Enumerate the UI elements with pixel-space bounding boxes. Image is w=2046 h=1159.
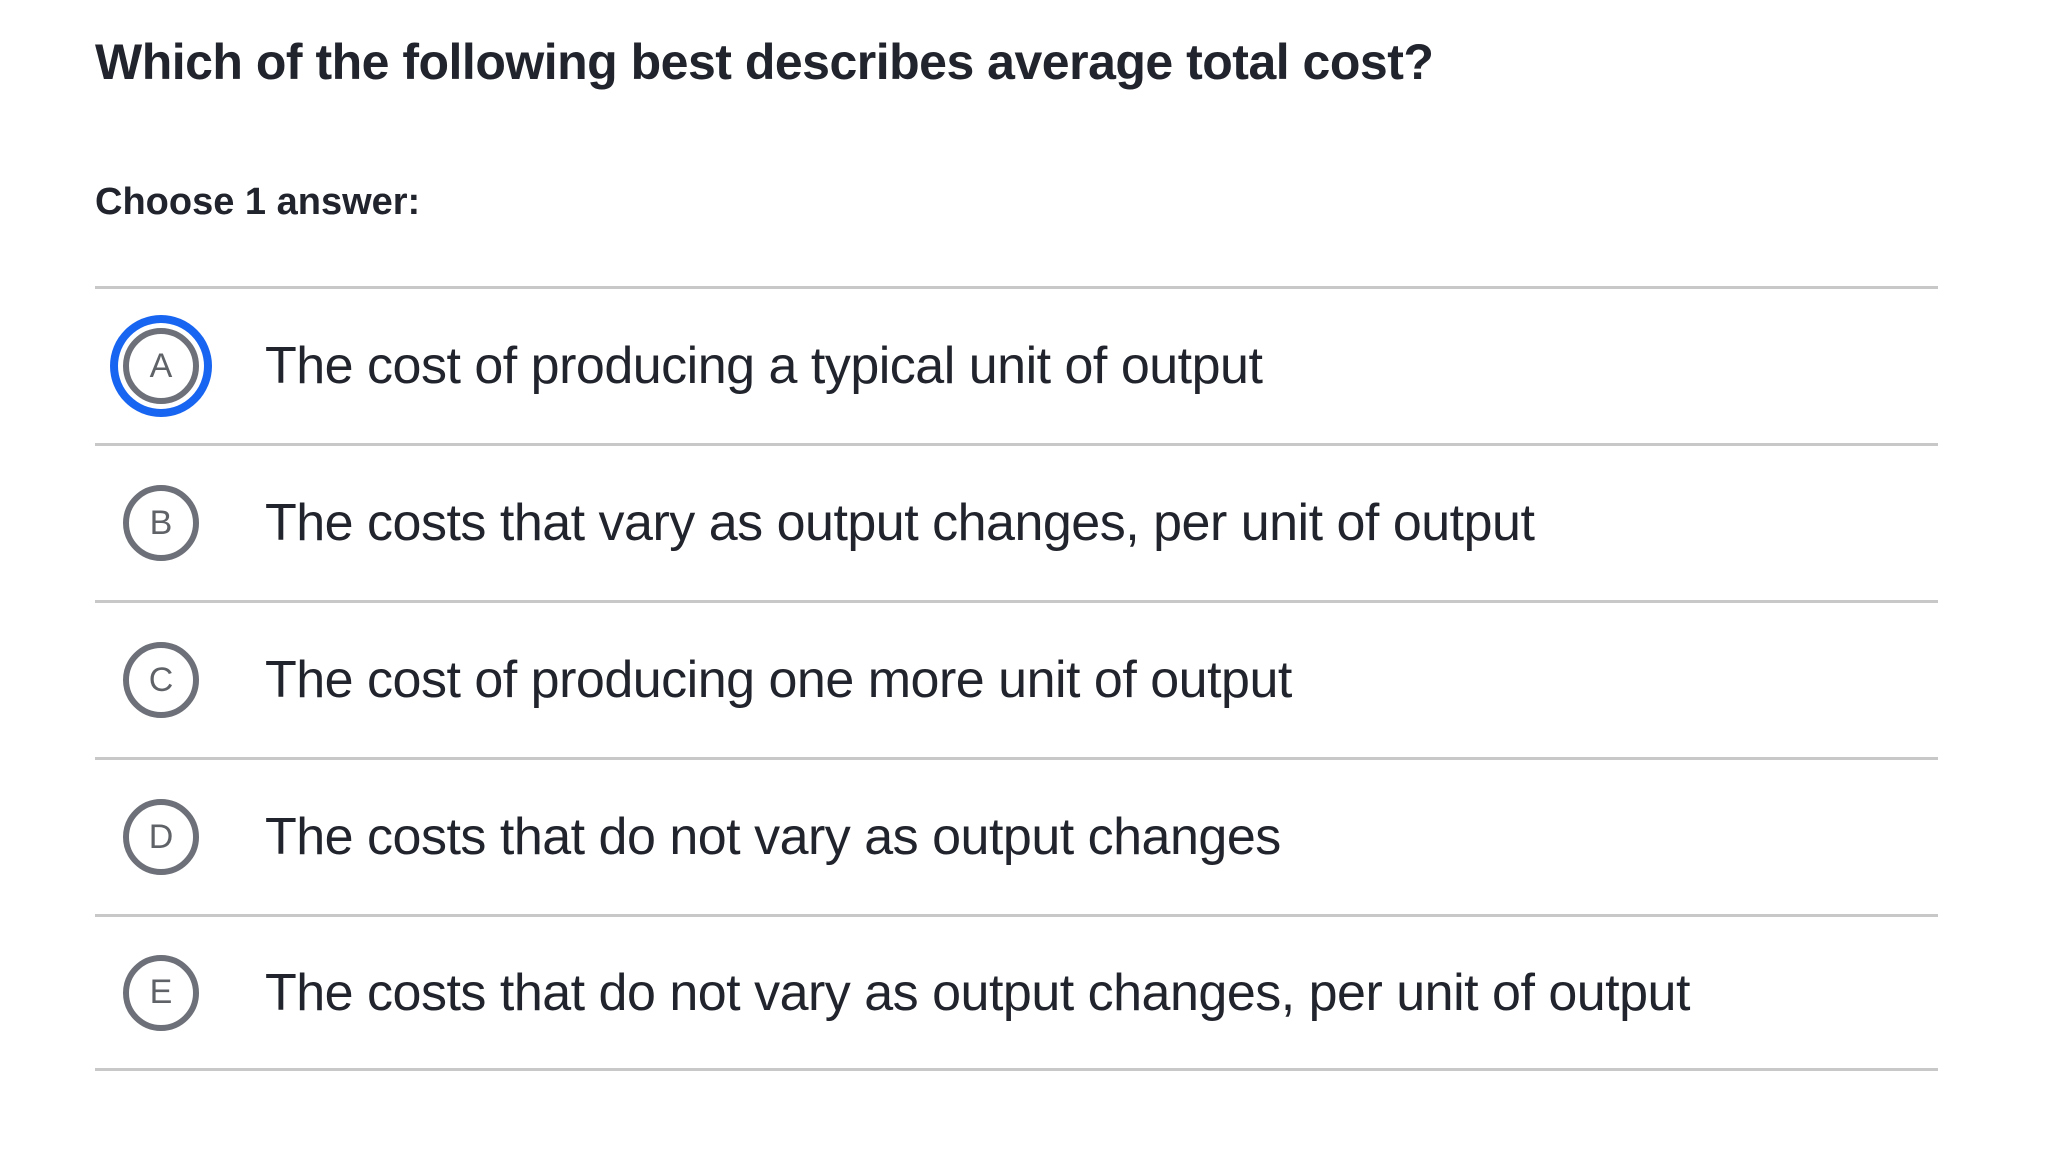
answer-option-d-label: The costs that do not vary as output cha… [265, 808, 1281, 866]
answer-option-d[interactable]: D The costs that do not vary as output c… [95, 757, 1938, 914]
radio-option-e[interactable]: E [123, 954, 199, 1031]
quiz-question-panel: Which of the following best describes av… [95, 34, 1938, 1071]
answer-options-list: A The cost of producing a typical unit o… [95, 286, 1938, 1071]
answer-option-b-label: The costs that vary as output changes, p… [265, 494, 1535, 552]
choose-answer-prompt: Choose 1 answer: [95, 181, 421, 223]
radio-option-b[interactable]: B [123, 485, 199, 561]
answer-option-e[interactable]: E The costs that do not vary as output c… [95, 914, 1938, 1071]
radio-option-d[interactable]: D [123, 799, 199, 875]
answer-option-b[interactable]: B The costs that vary as output changes,… [95, 443, 1938, 600]
answer-option-e-label: The costs that do not vary as output cha… [265, 963, 1690, 1022]
radio-option-c[interactable]: C [123, 642, 199, 718]
answer-option-a-label: The cost of producing a typical unit of … [265, 337, 1263, 395]
question-title: Which of the following best describes av… [95, 34, 1434, 90]
answer-option-c[interactable]: C The cost of producing one more unit of… [95, 600, 1938, 757]
answer-option-c-label: The cost of producing one more unit of o… [265, 651, 1292, 709]
answer-option-a[interactable]: A The cost of producing a typical unit o… [95, 286, 1938, 443]
radio-option-a[interactable]: A [123, 328, 199, 404]
